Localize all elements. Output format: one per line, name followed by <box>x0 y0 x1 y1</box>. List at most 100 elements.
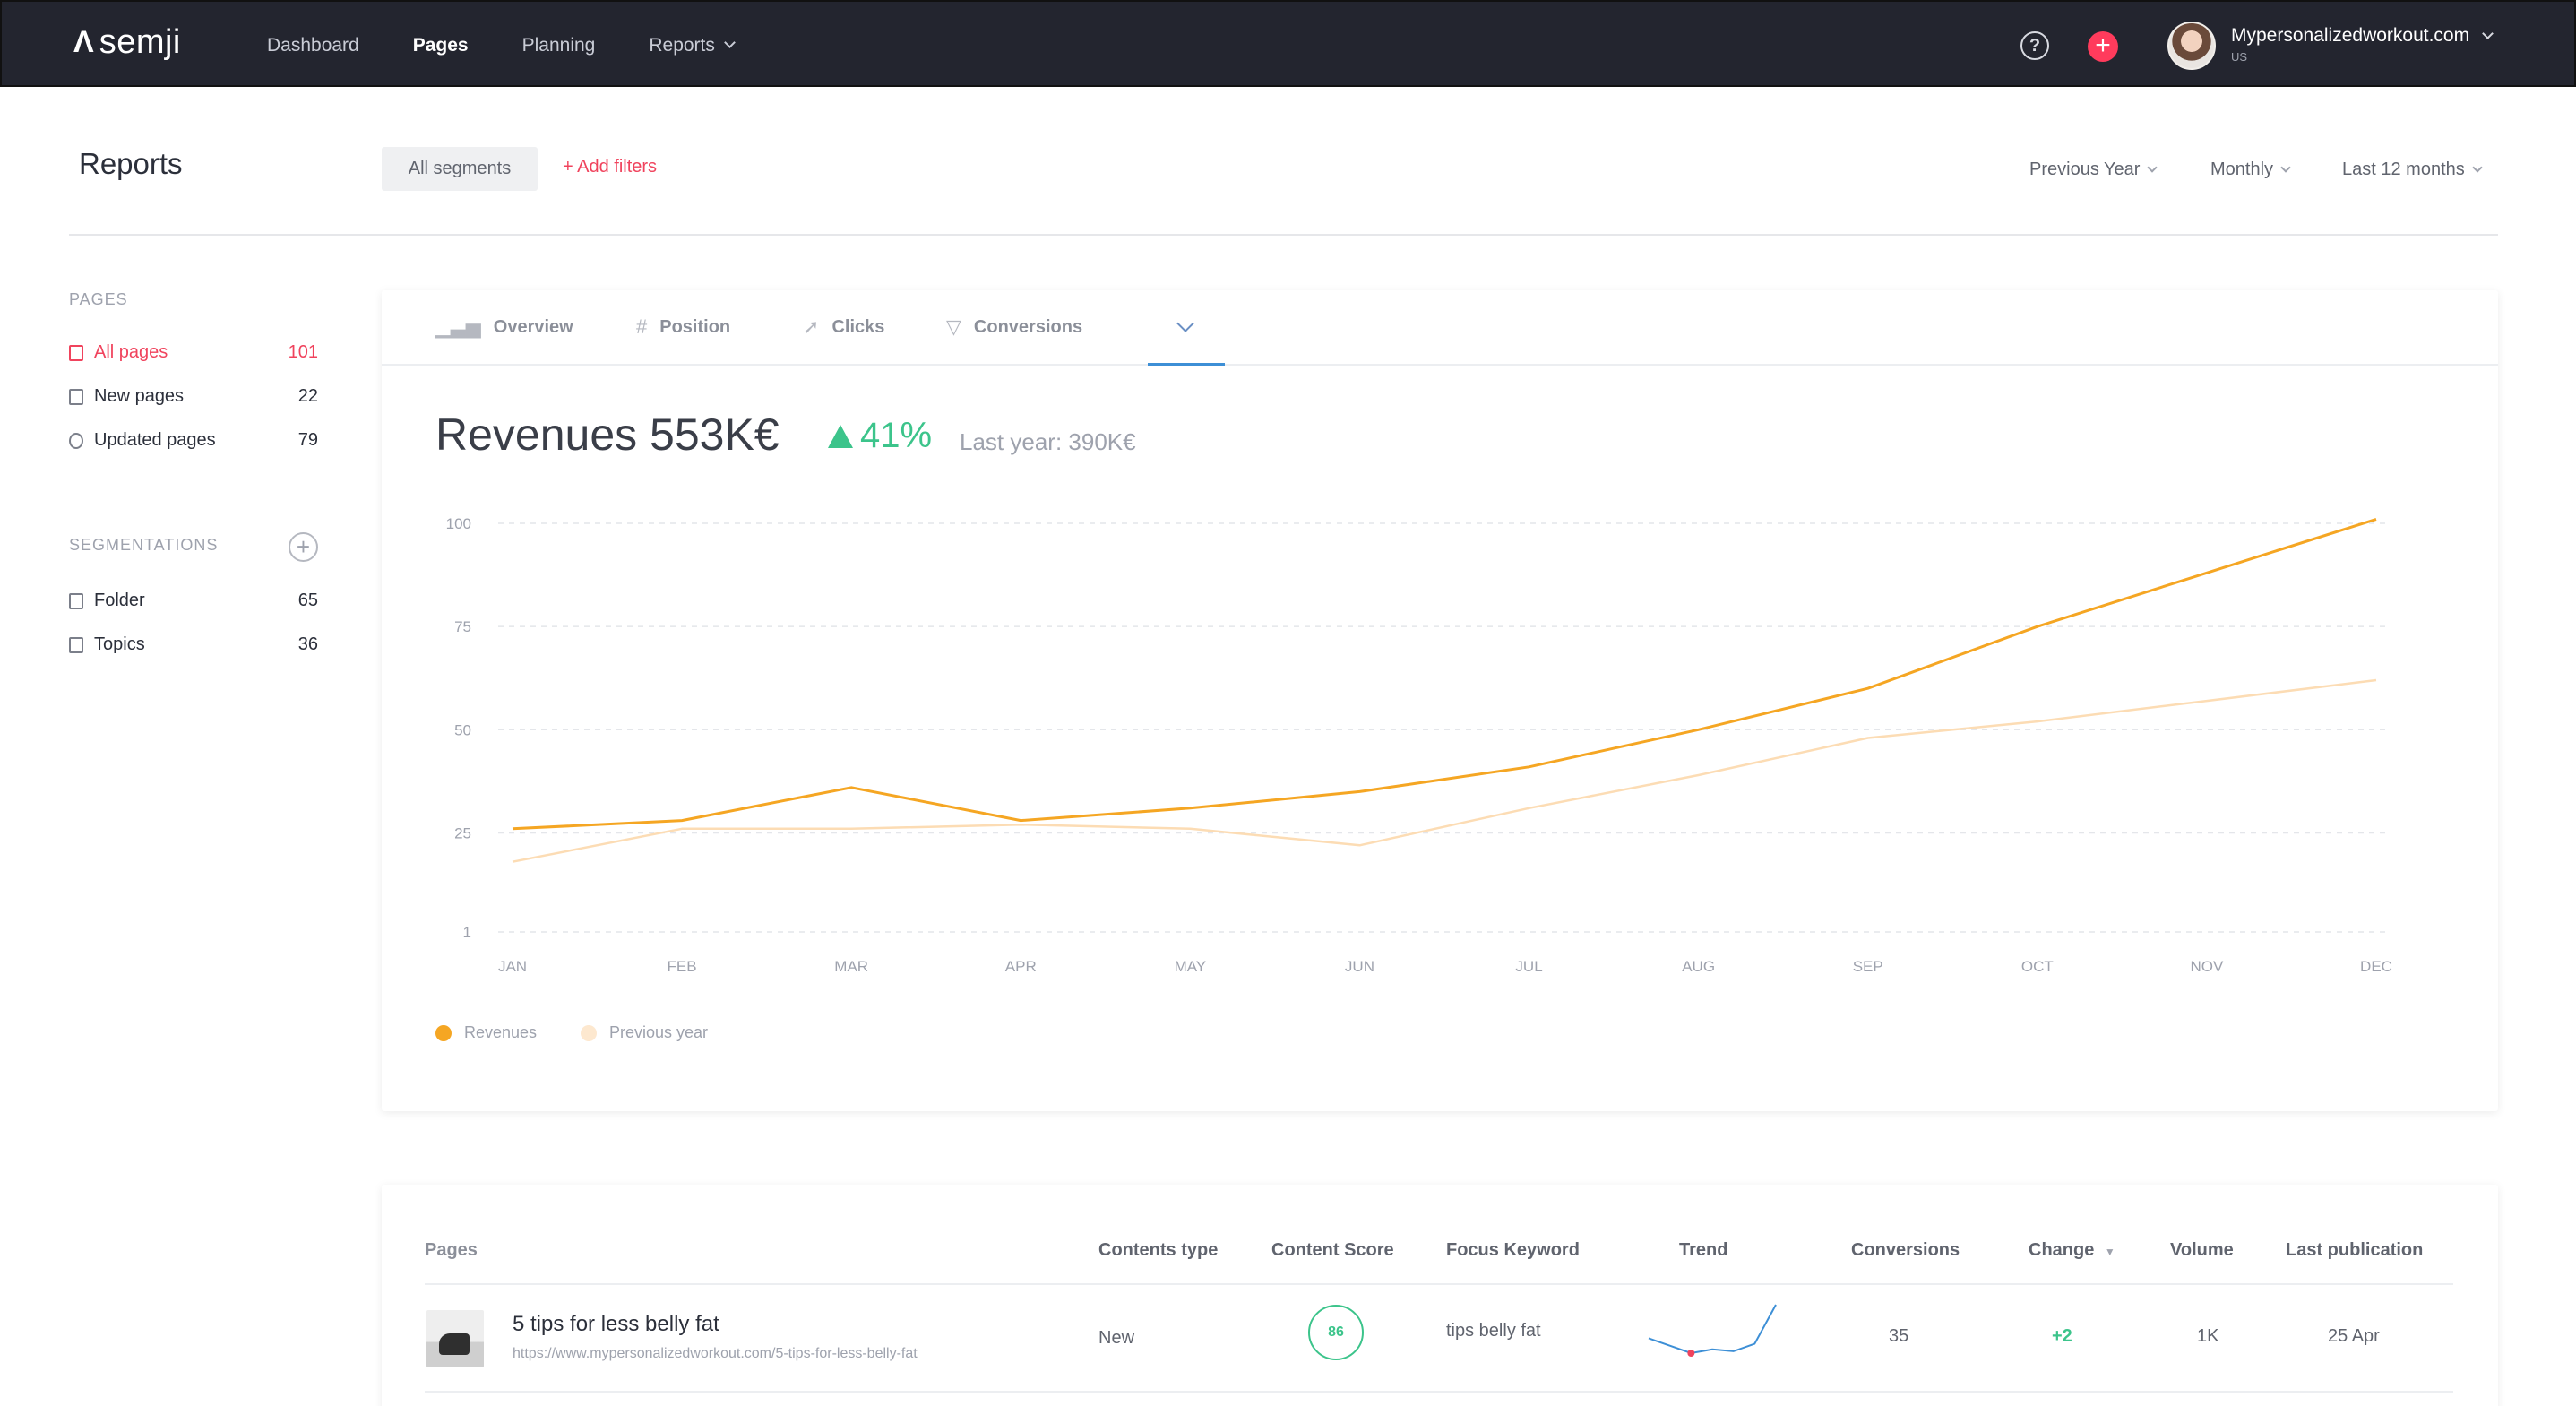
legend-label: Revenues <box>464 1023 538 1041</box>
legend-swatch <box>581 1024 597 1041</box>
x-tick-label: AUG <box>1682 958 1715 975</box>
topics-icon <box>69 636 83 653</box>
logo-text: semji <box>99 23 181 61</box>
tab-label: Position <box>659 316 731 337</box>
page-url-cell[interactable]: https://www.mypersonalizedworkout.com/5-… <box>513 1346 918 1361</box>
column-header-focus-keyword[interactable]: Focus Keyword <box>1446 1240 1580 1260</box>
chevron-down-icon <box>2482 27 2494 39</box>
y-tick-label: 75 <box>454 618 471 635</box>
x-tick-label: MAY <box>1175 958 1207 975</box>
tab-position[interactable]: # Position <box>636 315 730 339</box>
sidebar-item-label: Updated pages <box>94 430 216 450</box>
series-line-revenues <box>512 517 2377 831</box>
legend-label: Previous year <box>609 1023 709 1041</box>
sidebar-item-folder[interactable]: Folder 65 <box>69 591 318 611</box>
page-thumbnail <box>426 1310 484 1367</box>
page-title-cell[interactable]: 5 tips for less belly fat <box>513 1312 719 1336</box>
add-filters-link[interactable]: + Add filters <box>563 157 658 177</box>
table-row-divider <box>425 1391 2453 1393</box>
add-icon[interactable]: + <box>2088 31 2118 62</box>
sparkline-path <box>1648 1304 1777 1355</box>
help-icon[interactable]: ? <box>2020 31 2049 60</box>
table-header-divider <box>425 1283 2453 1285</box>
revenue-change-value: 41% <box>860 416 933 455</box>
x-tick-label: JAN <box>498 958 527 975</box>
metric-tabs: ▁▃▅ Overview # Position ➚ Clicks ▽ Conve… <box>382 290 2498 366</box>
page-icon <box>69 388 83 405</box>
sidebar-item-new-pages[interactable]: New pages 22 <box>69 386 318 407</box>
column-header-conversions[interactable]: Conversions <box>1851 1240 1960 1260</box>
add-segmentation-icon[interactable]: + <box>289 532 318 562</box>
sidebar-item-count: 101 <box>288 342 318 362</box>
column-header-contents-type[interactable]: Contents type <box>1098 1240 1219 1260</box>
column-header-change[interactable]: Change ▼ <box>2029 1240 2115 1261</box>
focus-keyword-cell: tips belly fat <box>1446 1321 1541 1341</box>
sidebar-item-count: 22 <box>297 386 318 406</box>
x-tick-label: SEP <box>1853 958 1883 975</box>
tab-clicks[interactable]: ➚ Clicks <box>803 315 884 339</box>
sidebar-item-label: Topics <box>94 634 145 654</box>
x-tick-label: JUN <box>1345 958 1374 975</box>
x-tick-label: APR <box>1005 958 1037 975</box>
column-header-pages[interactable]: Pages <box>425 1240 478 1260</box>
column-header-content-score[interactable]: Content Score <box>1271 1240 1394 1260</box>
sidebar-item-updated-pages[interactable]: Updated pages 79 <box>69 430 318 451</box>
column-header-label: Change <box>2029 1240 2095 1260</box>
last-publication-cell: 25 Apr <box>2328 1326 2380 1346</box>
sidebar-item-count: 65 <box>297 591 318 610</box>
refresh-icon <box>69 432 83 449</box>
nav-pages[interactable]: Pages <box>412 34 469 56</box>
account-region: US <box>2231 50 2248 64</box>
sparkline-marker <box>1687 1350 1695 1357</box>
tab-overview[interactable]: ▁▃▅ Overview <box>435 315 573 339</box>
sidebar-item-count: 36 <box>297 634 318 654</box>
conversions-cell: 35 <box>1889 1326 1909 1346</box>
page-title: Reports <box>79 147 183 180</box>
tab-label: Overview <box>493 316 573 337</box>
all-segments-button[interactable]: All segments <box>382 147 538 191</box>
column-header-volume[interactable]: Volume <box>2170 1240 2234 1260</box>
granularity-dropdown[interactable]: Monthly <box>2210 160 2291 180</box>
sidebar-item-count: 79 <box>297 430 318 450</box>
top-navigation-bar: Λ semji Dashboard Pages Planning Reports… <box>0 0 2576 87</box>
folder-icon <box>69 592 83 609</box>
semji-logo[interactable]: Λ semji <box>73 23 181 62</box>
segmentations-heading: SEGMENTATIONS <box>69 536 219 554</box>
sidebar-item-label: All pages <box>94 342 168 362</box>
revenue-total: Revenues 553K€ <box>435 410 780 460</box>
y-tick-label: 100 <box>446 515 471 532</box>
nav-reports[interactable]: Reports <box>649 35 736 56</box>
y-tick-label: 1 <box>463 924 471 941</box>
chevron-down-icon <box>724 37 736 48</box>
sidebar-item-topics[interactable]: Topics 36 <box>69 634 318 655</box>
column-header-trend[interactable]: Trend <box>1679 1240 1728 1260</box>
tab-conversions[interactable]: ▽ Conversions <box>946 315 1082 339</box>
legend-item-previous-year[interactable]: Previous year <box>581 1023 708 1042</box>
hash-icon: # <box>636 315 648 338</box>
avatar[interactable] <box>2167 22 2216 70</box>
series-line-previous-year <box>512 678 2377 863</box>
legend-item-revenues[interactable]: Revenues <box>435 1023 537 1042</box>
content-score-badge: 86 <box>1308 1305 1364 1360</box>
trend-sparkline <box>1648 1304 1777 1357</box>
sidebar-item-all-pages[interactable]: All pages 101 <box>69 342 318 363</box>
nav-dashboard[interactable]: Dashboard <box>267 34 359 56</box>
legend-swatch <box>435 1024 452 1041</box>
column-header-last-publication[interactable]: Last publication <box>2286 1240 2424 1260</box>
x-tick-label: JUL <box>1515 958 1542 975</box>
nav-planning[interactable]: Planning <box>521 34 596 56</box>
tab-label: Conversions <box>973 316 1083 337</box>
sort-down-icon: ▼ <box>2104 1246 2115 1258</box>
tab-label: Clicks <box>831 316 885 337</box>
date-range-dropdown[interactable]: Last 12 months <box>2342 160 2483 180</box>
tab-more-dropdown[interactable] <box>1148 290 1225 366</box>
account-switcher[interactable]: Mypersonalizedworkout.com US <box>2231 25 2494 64</box>
revenue-last-year: Last year: 390K€ <box>960 428 1136 455</box>
sidebar-item-label: Folder <box>94 591 145 610</box>
pages-icon <box>69 344 83 361</box>
compare-period-dropdown[interactable]: Previous Year <box>2029 160 2158 180</box>
compare-period-label: Previous Year <box>2029 160 2141 179</box>
chevron-down-icon <box>2472 161 2483 173</box>
chevron-down-icon <box>2147 161 2158 173</box>
revenue-chart-card: ▁▃▅ Overview # Position ➚ Clicks ▽ Conve… <box>382 290 2498 1111</box>
